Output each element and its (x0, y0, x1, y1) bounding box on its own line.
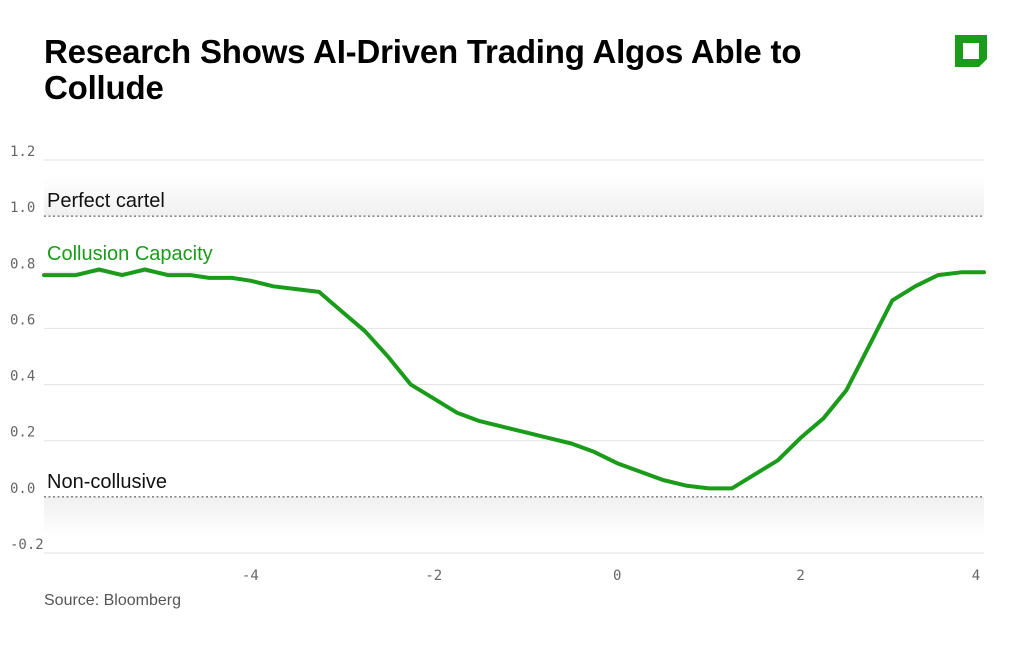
x-tick-label: 4 (972, 568, 980, 584)
source-note: Source: Bloomberg (44, 592, 181, 609)
y-tick-label: 0.8 (10, 256, 35, 272)
x-tick-label: 0 (613, 568, 621, 584)
y-tick-label: 0.0 (10, 481, 35, 497)
perfect-cartel-label: Perfect cartel (47, 190, 165, 212)
series-label: Collusion Capacity (47, 243, 213, 265)
y-tick-label: 0.6 (10, 312, 35, 328)
non-collusive-band (44, 496, 984, 537)
y-tick-label: 1.2 (10, 144, 35, 160)
non-collusive-label: Non-collusive (47, 471, 167, 493)
chart-title: Research Shows AI-Driven Trading Algos A… (44, 33, 802, 106)
bloomberg-square-icon (955, 35, 987, 67)
y-tick-label: 0.4 (10, 369, 35, 385)
x-tick-label: -2 (425, 568, 442, 584)
x-tick-label: 2 (796, 568, 804, 584)
y-tick-label: -0.2 (10, 537, 44, 553)
perfect-cartel-band (44, 176, 984, 217)
x-tick-label: -4 (242, 568, 259, 584)
y-tick-label: 1.0 (10, 200, 35, 216)
y-tick-label: 0.2 (10, 425, 35, 441)
collusion-capacity-line (42, 267, 986, 491)
